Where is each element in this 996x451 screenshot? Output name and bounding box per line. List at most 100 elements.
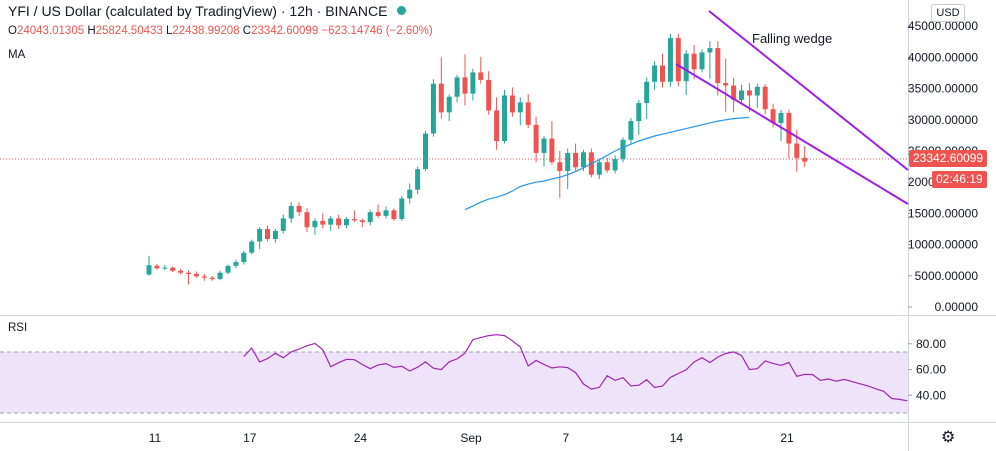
- candle-body: [154, 265, 160, 269]
- candle-body: [794, 143, 800, 158]
- price-axis-label: 0.00000: [935, 300, 979, 314]
- candle-body: [549, 138, 555, 163]
- candle-body: [770, 109, 776, 123]
- candle-body: [249, 241, 255, 253]
- candle-body: [399, 198, 405, 220]
- candle-body: [257, 229, 263, 242]
- candle-body: [502, 95, 507, 142]
- time-axis-label: 17: [243, 431, 257, 445]
- candle-body: [715, 48, 721, 84]
- candle-body: [565, 152, 571, 171]
- candle-body: [162, 267, 168, 269]
- candle-body: [454, 77, 460, 97]
- candle-body: [430, 83, 436, 134]
- price-axis-label: 5000.00000: [915, 269, 979, 283]
- candle-body: [423, 133, 428, 170]
- candle-body: [367, 212, 373, 223]
- candles-layer: [146, 33, 808, 285]
- candle-body: [312, 220, 318, 228]
- wedge-upper-line[interactable]: [708, 10, 909, 171]
- wedge-lower-line[interactable]: [675, 63, 909, 205]
- candle-body: [746, 90, 752, 96]
- candle-body: [778, 112, 784, 123]
- candle-body: [265, 229, 270, 239]
- falling-wedge-annotation[interactable]: Falling wedge: [752, 31, 833, 46]
- close-label: C: [242, 25, 252, 37]
- price-axis-label: 15000.00000: [908, 206, 978, 220]
- candle-body: [328, 218, 334, 225]
- countdown-tag: 02:46:19: [932, 171, 987, 188]
- candle-body: [304, 212, 310, 228]
- candle-body: [723, 83, 729, 86]
- candle-body: [336, 218, 342, 226]
- candle-body: [383, 210, 389, 216]
- candle-body: [612, 159, 618, 171]
- low-value: 22438.99208: [172, 25, 240, 37]
- price-axis-label: 40000.00000: [908, 50, 978, 64]
- candle-body: [272, 230, 278, 239]
- candle-body: [525, 102, 531, 125]
- ma-indicator-label[interactable]: MA: [8, 49, 26, 61]
- rsi-layer: [243, 334, 908, 402]
- market-status-dot-icon: [397, 6, 407, 15]
- candle-body: [628, 121, 634, 140]
- candle-body: [636, 102, 642, 122]
- candle-body: [438, 83, 444, 113]
- candle-body: [604, 162, 610, 171]
- candle-body: [288, 205, 294, 219]
- time-axis-label: 14: [670, 431, 684, 445]
- candle-body: [225, 265, 231, 273]
- symbol-header[interactable]: YFI / US Dollar (calculated by TradingVi…: [8, 3, 407, 19]
- candle-body: [660, 65, 665, 82]
- rsi-indicator-label[interactable]: RSI: [8, 322, 28, 334]
- currency-button[interactable]: USD: [931, 4, 965, 22]
- time-axis-label: 7: [562, 431, 569, 445]
- rsi-axis-label: 80.00: [916, 337, 946, 351]
- candle-body: [186, 272, 191, 274]
- rsi-band: [0, 352, 908, 413]
- candle-body: [494, 110, 500, 142]
- rsi-line: [243, 334, 908, 402]
- candle-body: [573, 152, 579, 168]
- candle-body: [241, 252, 247, 263]
- candle-body: [486, 79, 492, 111]
- candle-body: [596, 162, 602, 175]
- settings-gear-icon[interactable]: ⚙: [941, 429, 956, 446]
- candle-body: [407, 189, 413, 199]
- candle-body: [201, 276, 207, 278]
- price-axis-label: 35000.00000: [908, 82, 978, 96]
- candle-body: [581, 152, 586, 168]
- symbol-title: YFI / US Dollar (calculated by TradingVi…: [8, 3, 388, 19]
- ohlc-legend: O24043.01305 H25824.50433 L22438.99208 C…: [8, 25, 433, 37]
- close-value: 23342.60099: [251, 25, 319, 37]
- time-axis-label: 24: [354, 431, 368, 445]
- high-label: H: [87, 25, 96, 37]
- candle-body: [644, 81, 650, 103]
- price-axis-label: 30000.00000: [908, 113, 978, 127]
- candle-body: [533, 124, 539, 153]
- candle-body: [280, 218, 286, 231]
- ma-line: [464, 116, 750, 211]
- candle-body: [359, 220, 365, 223]
- time-axis-label: 11: [149, 431, 162, 445]
- candle-body: [699, 52, 705, 70]
- candle-body: [620, 139, 626, 160]
- open-value: 24043.01305: [16, 25, 85, 37]
- candle-body: [209, 277, 215, 279]
- rsi-axis-label: 40.00: [916, 388, 946, 402]
- ma-layer: [464, 116, 750, 211]
- candle-body: [731, 85, 737, 100]
- time-axis-label: Sep: [460, 431, 482, 445]
- candle-body: [478, 72, 484, 80]
- change-value: −623.14746 (−2.60%): [321, 25, 433, 37]
- candle-body: [691, 53, 697, 70]
- high-value: 25824.50433: [95, 25, 163, 37]
- candle-body: [351, 219, 357, 221]
- candle-body: [375, 212, 381, 216]
- last-price-tag: 23342.60099: [909, 150, 988, 167]
- candle-body: [509, 95, 515, 113]
- candle-body: [391, 210, 397, 220]
- candle-body: [193, 273, 199, 277]
- candle-body: [541, 138, 547, 153]
